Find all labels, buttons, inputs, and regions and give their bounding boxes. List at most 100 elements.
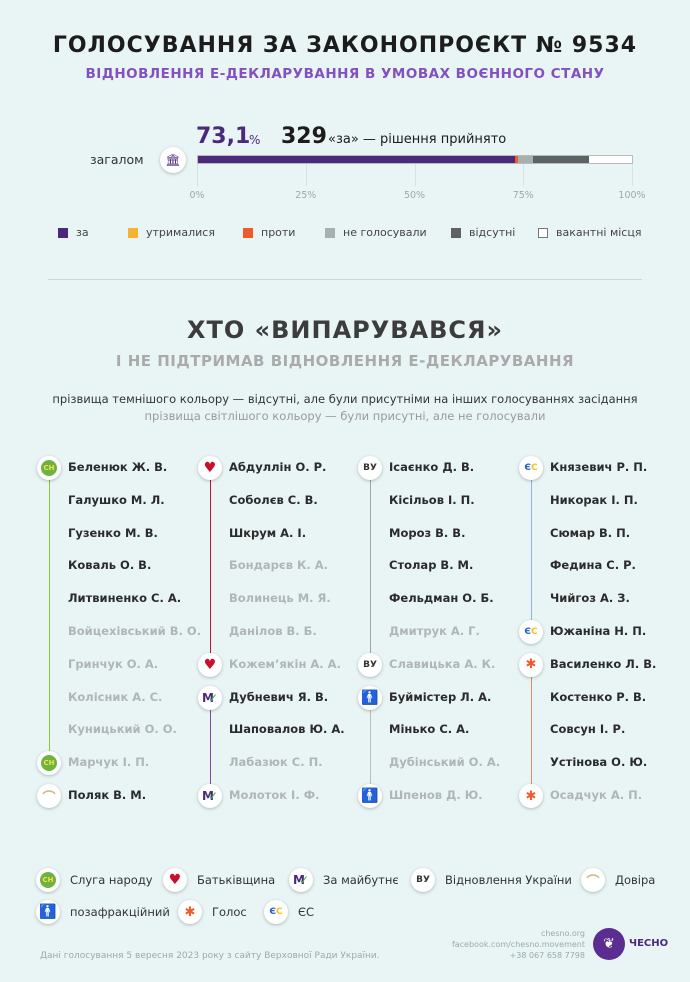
legend-label: проти <box>261 226 296 239</box>
party-line <box>370 468 371 665</box>
deputy-name: Поляк В. М. <box>68 788 147 802</box>
section-subtitle: І НЕ ПІДТРИМАВ ВІДНОВЛЕННЯ Е-ДЕКЛАРУВАНН… <box>115 352 575 370</box>
person-icon: 🚹 <box>36 900 60 924</box>
party-line <box>531 468 532 632</box>
deputy-name: Абдуллін О. Р. <box>229 460 327 474</box>
deputy-name: Гринчук О. А. <box>68 656 159 671</box>
deputy-name: Колісник А. С. <box>68 689 163 704</box>
legend-item: за <box>58 226 89 239</box>
contacts: chesno.org facebook.com/chesno.movement … <box>440 928 585 961</box>
tick-line <box>632 164 633 186</box>
party-legend-item: ЄС ЄС <box>264 900 314 924</box>
legend-label: відсутні <box>469 226 516 239</box>
deputy-name: Совсун І. Р. <box>550 722 626 737</box>
legend-item: вакантні місця <box>538 226 641 239</box>
vote-bar <box>197 155 633 164</box>
party-line <box>370 697 371 796</box>
legend-swatch <box>325 227 335 238</box>
party-line <box>531 664 532 796</box>
note-light-names: прізвища світлішого кольору — були прису… <box>144 409 546 423</box>
deputy-name: Кісільов І. П. <box>389 492 475 507</box>
party-legend-label: Слуга народу <box>70 873 153 887</box>
sluha-narodu-icon: СН <box>37 456 61 480</box>
za-maibutnie-icon: M✓ <box>198 685 222 710</box>
sluha-narodu-icon: СН <box>36 868 60 892</box>
tick-line <box>305 164 307 186</box>
party-legend-item: ВУ Відновлення України <box>411 868 572 892</box>
es-icon: ЄС <box>519 620 543 644</box>
page-title: ГОЛОСУВАННЯ ЗА ЗАКОНОПРОЄКТ № 9534 <box>52 33 638 58</box>
party-legend-label: Відновлення України <box>445 873 572 887</box>
site-link[interactable]: chesno.org <box>540 929 585 938</box>
dovira-icon: ⌒ <box>581 868 605 892</box>
deputy-name: Данілов В. Б. <box>229 624 317 638</box>
votes-for-count: 329 <box>281 124 327 149</box>
vidnovlennia-icon: ВУ <box>358 456 382 480</box>
bar-segment-2 <box>515 156 519 163</box>
legend-label: не голосували <box>343 226 427 239</box>
deputy-name: Фельдман О. Б. <box>389 591 494 606</box>
tick-label: 50% <box>403 190 426 201</box>
deputy-name: Осадчук А. П. <box>550 788 643 802</box>
chesno-logo-icon: ❦ <box>593 928 625 960</box>
party-legend-label: Батьківщина <box>197 873 276 887</box>
party-legend-label: Голос <box>212 905 247 919</box>
deputy-name: Соболєв С. В. <box>229 492 318 507</box>
party-legend-label: позафракційний <box>70 905 170 919</box>
za-maibutnie-icon: M✓ <box>198 784 222 808</box>
tick-line <box>523 164 525 186</box>
deputy-name: Буймістер Л. А. <box>389 689 492 704</box>
legend-item: відсутні <box>451 226 515 239</box>
party-line <box>210 697 211 796</box>
party-legend-item: ♥ Батьківщина <box>163 868 275 892</box>
party-legend-label: ЄС <box>298 905 315 919</box>
phone: +38 067 658 7798 <box>509 951 585 960</box>
deputy-name: Бондарєв К. А. <box>229 558 329 573</box>
person-icon: 🚹 <box>358 685 382 710</box>
heart-icon: ♥ <box>198 456 222 480</box>
deputy-name: Шкрум А. І. <box>229 525 307 540</box>
percent-sign: % <box>249 133 261 147</box>
deputy-name: Галушко М. Л. <box>68 492 165 507</box>
parliament-icon: 🏛 <box>160 147 186 173</box>
facebook-link[interactable]: facebook.com/chesno.movement <box>451 940 585 949</box>
tick-label: 0% <box>189 190 205 201</box>
party-legend-item: ⌒ Довіра <box>581 868 655 892</box>
legend-label: утрималися <box>146 226 215 239</box>
bar-segment-5 <box>589 156 632 163</box>
deputy-name: Лабазюк С. П. <box>229 755 323 770</box>
deputy-name: Мороз В. В. <box>389 525 466 540</box>
legend-item: проти <box>243 226 295 239</box>
deputy-name: Костенко Р. В. <box>550 689 647 704</box>
golos-icon: ✱ <box>519 652 543 677</box>
deputy-name: Никорак І. П. <box>550 492 638 507</box>
deputy-name: Дубневич Я. В. <box>229 689 329 704</box>
bar-segment-0 <box>198 156 516 163</box>
deputy-name: Князевич Р. П. <box>550 460 648 474</box>
za-maibutnie-icon: M✓ <box>289 868 313 892</box>
es-icon: ЄС <box>519 456 543 480</box>
deputy-name: Дмитрук А. Г. <box>389 624 480 638</box>
deputy-name: Молоток І. Ф. <box>229 788 320 802</box>
golos-icon: ✱ <box>519 784 543 808</box>
deputy-name: Дубінський О. А. <box>389 755 501 770</box>
party-legend-label: За майбутнє <box>323 873 399 887</box>
logo-text: ЧЕСНО <box>629 938 669 949</box>
tick-label: 25% <box>295 190 317 201</box>
deputy-name: Волинець М. Я. <box>229 591 331 606</box>
deputy-name: Марчук І. П. <box>68 755 150 770</box>
es-icon: ЄС <box>264 900 288 924</box>
deputy-name: Гузенко М. В. <box>68 525 158 540</box>
overall-label: загалом <box>90 152 144 167</box>
legend-label: вакантні місця <box>556 226 642 239</box>
legend-item: не голосували <box>325 226 427 239</box>
deputy-name: Куницький О. О. <box>68 722 177 737</box>
tick-line <box>197 164 198 186</box>
tick-label: 100% <box>618 190 646 201</box>
deputy-name: Кожем’якін А. А. <box>229 656 341 671</box>
bar-segment-4 <box>533 156 590 163</box>
legend-swatch <box>128 227 138 238</box>
deputy-name: Шаповалов Ю. А. <box>229 722 345 737</box>
person-icon: 🚹 <box>358 784 382 808</box>
heart-icon: ♥ <box>198 652 222 677</box>
